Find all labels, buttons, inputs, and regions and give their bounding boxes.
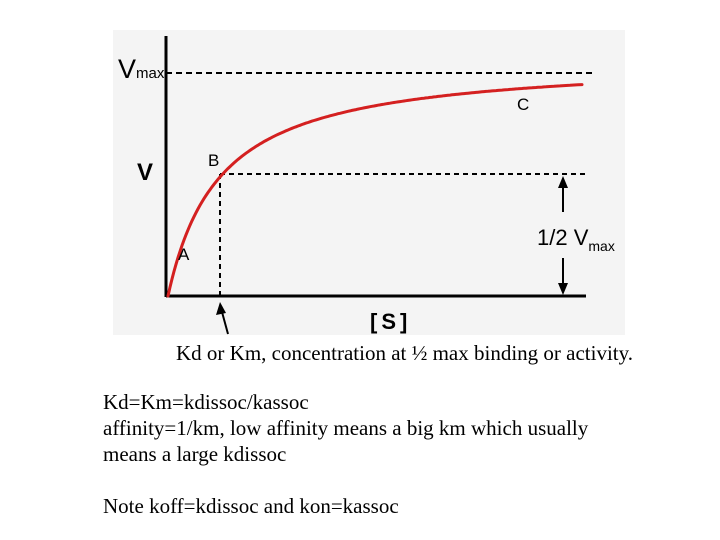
vmax-label: Vmax xyxy=(118,54,165,84)
half-vmax-label: 1/2 Vmax xyxy=(537,225,615,254)
half-vmax-arrow-head-up xyxy=(558,176,568,188)
notes-line-1: Kd=Km=kdissoc/kassoc xyxy=(103,390,309,414)
substrate-axis-label: [S] xyxy=(370,309,411,334)
v-axis-label: V xyxy=(137,159,153,186)
km-caption: Kd or Km, concentration at ½ max binding… xyxy=(176,341,634,365)
diagram-panel xyxy=(113,30,625,335)
point-b-label: B xyxy=(208,151,219,170)
notes-spacer xyxy=(103,467,588,493)
km-pointer-arrow-shaft xyxy=(221,311,229,335)
half-vmax-label-main: 1/2 V xyxy=(537,225,589,250)
half-vmax-arrow-head-down xyxy=(558,283,568,295)
saturation-curve xyxy=(166,83,584,298)
notes-block: Kd=Km=kdissoc/kassoc affinity=1/km, low … xyxy=(103,389,588,519)
point-c-label: C xyxy=(517,95,529,114)
half-vmax-label-sub: max xyxy=(588,238,614,254)
notes-line-4: Note koff=kdissoc and kon=kassoc xyxy=(103,494,399,518)
notes-line-2: affinity=1/km, low affinity means a big … xyxy=(103,416,589,440)
vmax-label-main: V xyxy=(118,54,136,84)
km-pointer-arrow-head xyxy=(216,302,226,315)
vmax-label-sub: max xyxy=(136,65,165,82)
point-a-label: A xyxy=(178,245,190,264)
michaelis-menten-diagram: Vmax V A B C 1/2 Vmax [S] xyxy=(113,30,625,335)
notes-line-3: means a large kdissoc xyxy=(103,442,287,466)
